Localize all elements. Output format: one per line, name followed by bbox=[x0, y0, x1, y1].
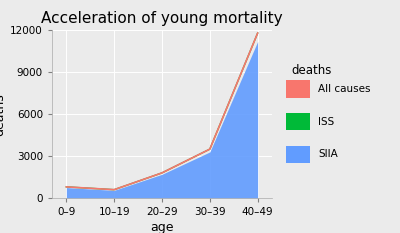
Text: deaths: deaths bbox=[291, 64, 332, 77]
FancyBboxPatch shape bbox=[286, 113, 310, 130]
FancyBboxPatch shape bbox=[286, 146, 310, 163]
Text: All causes: All causes bbox=[318, 84, 370, 94]
Text: ISS: ISS bbox=[318, 117, 334, 127]
Title: Acceleration of young mortality: Acceleration of young mortality bbox=[41, 11, 283, 26]
Y-axis label: deaths: deaths bbox=[0, 93, 6, 136]
Text: SIIA: SIIA bbox=[318, 149, 338, 159]
FancyBboxPatch shape bbox=[286, 80, 310, 98]
X-axis label: age: age bbox=[150, 221, 174, 233]
